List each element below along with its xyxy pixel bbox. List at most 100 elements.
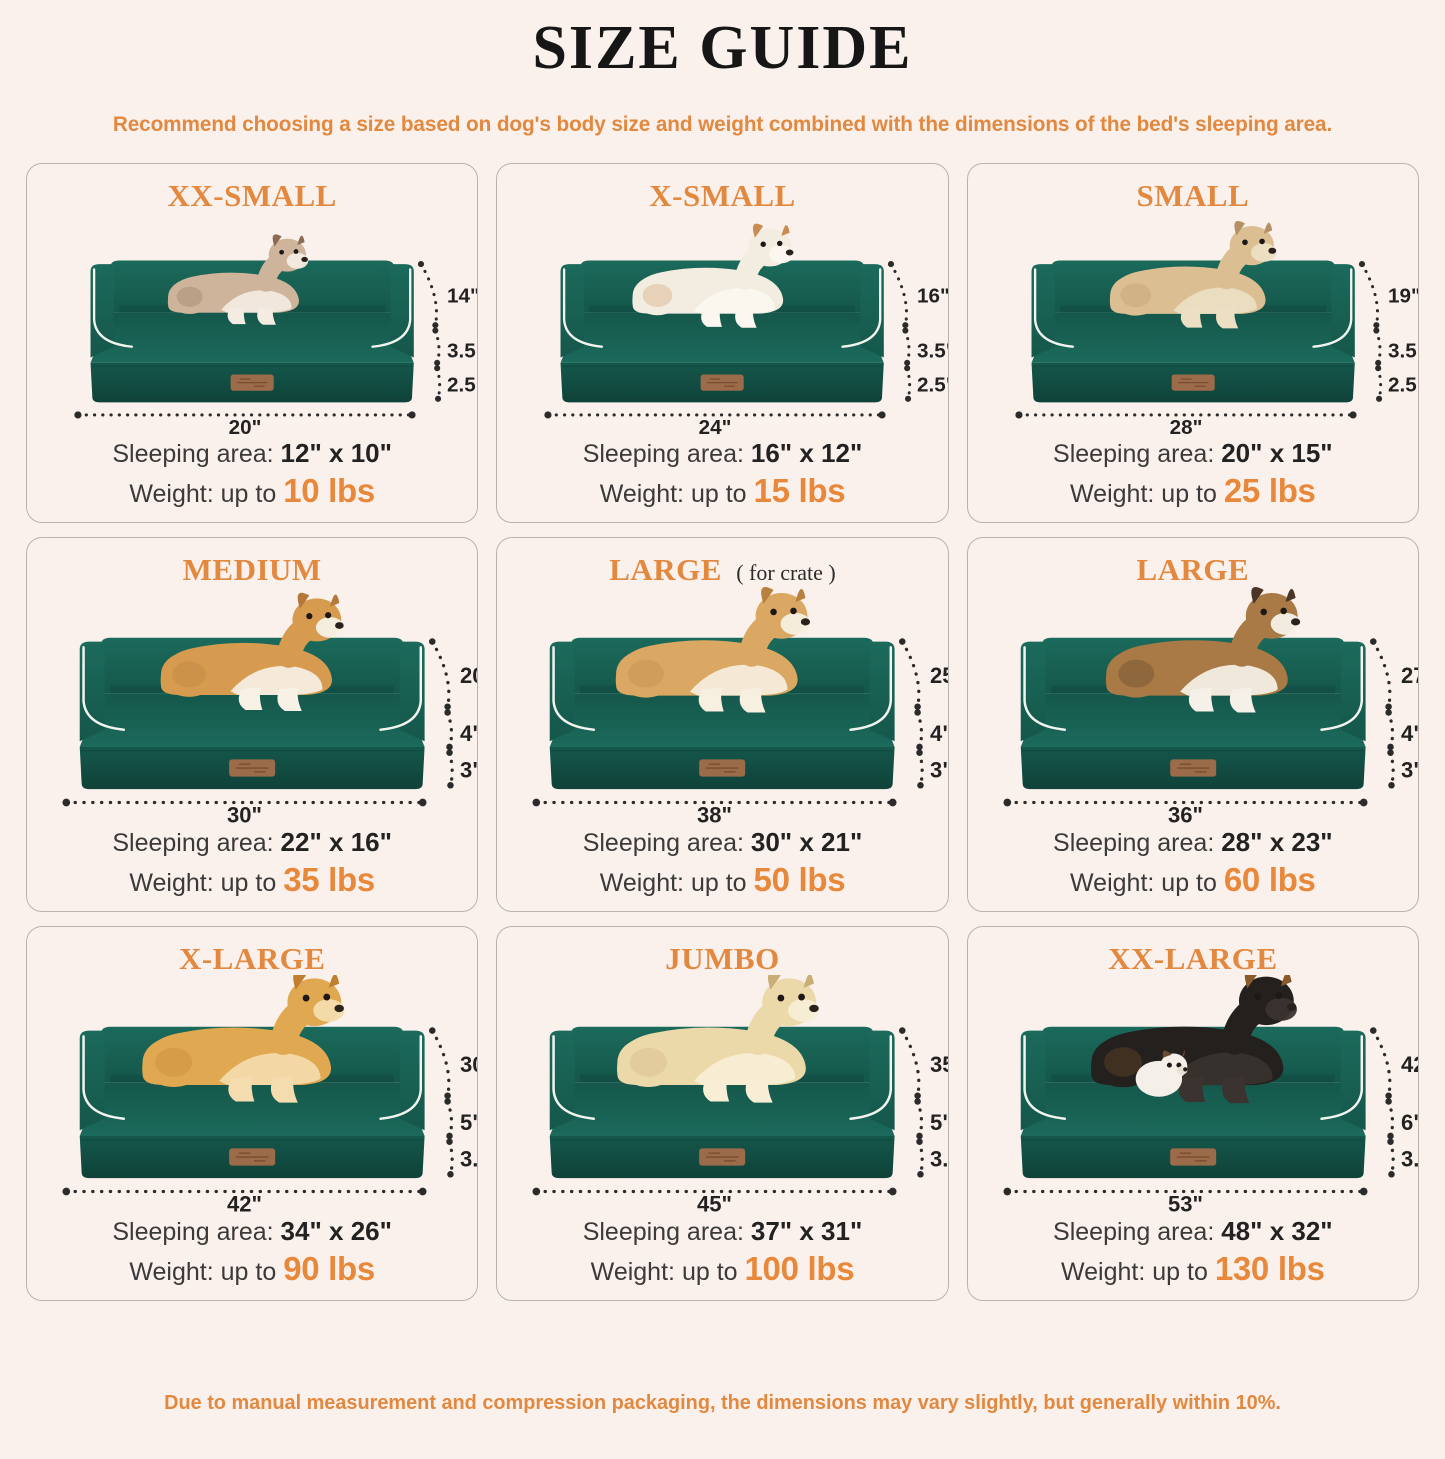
spec-weight: Weight: up to 35 lbs — [27, 859, 477, 901]
card-title: XX-SMALL — [167, 178, 336, 214]
weight-qualifier: up to — [220, 479, 277, 508]
spec-sleeping-area: Sleeping area: 16" x 12" — [497, 437, 947, 470]
size-card-medium[interactable]: MEDIUM — [26, 537, 479, 913]
sleeping-area-label: Sleeping area: — [112, 828, 274, 857]
piping-right — [379, 1035, 423, 1121]
card-title-text: LARGE — [609, 552, 722, 588]
spec-sleeping-area: Sleeping area: 48" x 32" — [968, 1215, 1418, 1248]
dimension-height-bolster — [432, 327, 441, 367]
bed-sleeping-deck — [550, 693, 895, 748]
pet-illustration — [616, 587, 811, 713]
sleeping-area-value: 34" x 26" — [280, 1215, 392, 1246]
card-title: XX-LARGE — [1108, 941, 1277, 977]
size-card-large-for-crate[interactable]: LARGE ( for crate ) — [496, 537, 949, 913]
dimension-height-total — [1358, 261, 1380, 329]
piping-left — [82, 1035, 126, 1121]
label-height-total: 30" — [460, 1052, 477, 1077]
bed-right-arm — [399, 641, 425, 742]
dimension-width — [532, 1187, 897, 1196]
dimension-height-total — [899, 638, 922, 711]
dimension-height-total — [899, 1027, 922, 1100]
bed-illustration: 14" 3.5" 2.5" 20" — [74, 234, 477, 437]
dimension-height-bolster — [914, 1098, 924, 1140]
pet-illustration — [1105, 587, 1301, 713]
brand-logo-tag — [1169, 759, 1216, 777]
sleeping-area-label: Sleeping area: — [112, 439, 274, 468]
weight-label: Weight: — [599, 479, 684, 508]
spec-weight: Weight: up to 100 lbs — [497, 1248, 947, 1290]
label-width: 53" — [1168, 1192, 1203, 1215]
bed-illustration: 19" 3.5" 2.5" 28" — [1015, 221, 1418, 437]
card-title: LARGE — [1136, 552, 1249, 588]
sleeping-area-label: Sleeping area: — [1053, 439, 1215, 468]
card-specs: Sleeping area: 30" x 21" Weight: up to 5… — [497, 826, 947, 912]
brand-logo-tag — [699, 1148, 746, 1166]
label-width: 20" — [229, 416, 262, 437]
bed-sleeping-deck — [1031, 312, 1355, 364]
piping-right — [1319, 1035, 1363, 1121]
label-width: 38" — [697, 803, 732, 826]
spec-sleeping-area: Sleeping area: 30" x 21" — [497, 826, 947, 859]
card-specs: Sleeping area: 16" x 12" Weight: up to 1… — [497, 437, 947, 523]
size-card-jumbo[interactable]: JUMBO — [496, 926, 949, 1302]
spec-weight: Weight: up to 60 lbs — [968, 859, 1418, 901]
label-height-total: 14" — [447, 285, 477, 308]
spec-weight: Weight: up to 10 lbs — [27, 470, 477, 512]
spec-weight: Weight: up to 50 lbs — [497, 859, 947, 901]
card-title-note: ( for crate ) — [736, 560, 836, 586]
dimension-height-bolster — [1385, 1098, 1394, 1140]
dimension-width — [544, 411, 886, 419]
bed-illustration: 30" 5" 3.5" 42" — [62, 975, 477, 1215]
spec-weight: Weight: up to 130 lbs — [968, 1248, 1418, 1290]
weight-qualifier: up to — [690, 479, 747, 508]
label-height-total: 19" — [1388, 285, 1418, 308]
dimension-height-base — [446, 1138, 454, 1178]
piping-right — [379, 646, 423, 732]
bed-illustration: 27" 4" 3" 36" — [1003, 587, 1418, 826]
sleeping-area-label: Sleeping area: — [582, 828, 744, 857]
card-specs: Sleeping area: 12" x 10" Weight: up to 1… — [27, 437, 477, 523]
card-title-text: X-SMALL — [649, 178, 796, 214]
bed-illustration: 25" 4" 3" 38" — [532, 587, 948, 826]
bed-right-arm — [1340, 641, 1366, 742]
dimension-height-bolster — [1372, 327, 1382, 367]
dimension-height-total — [1369, 638, 1392, 711]
size-card-small[interactable]: SMALL — [966, 163, 1419, 524]
size-card-large[interactable]: LARGE — [966, 537, 1419, 913]
card-illustration-area: 25" 4" 3" 38" — [497, 586, 948, 826]
weight-qualifier: up to — [1161, 868, 1217, 897]
piping-left — [92, 268, 133, 349]
weight-qualifier: up to — [220, 1257, 277, 1286]
dimension-height-bolster — [902, 327, 911, 367]
bed-right-arm — [1331, 264, 1355, 358]
bed-right-arm — [399, 1030, 425, 1131]
card-illustration-area: 42" 6" 3.5" 53" — [968, 975, 1418, 1215]
size-card-xx-small[interactable]: XX-SMALL — [26, 163, 479, 524]
card-illustration-area: 19" 3.5" 2.5" 28" — [968, 212, 1418, 437]
size-card-x-small[interactable]: X-SMALL — [496, 163, 949, 524]
size-card-xx-large[interactable]: XX-LARGE — [966, 926, 1419, 1302]
bed-right-arm — [1340, 1030, 1366, 1131]
label-width: 45" — [697, 1192, 732, 1215]
card-title: JUMBO — [665, 941, 779, 977]
bed-sleeping-deck — [79, 1082, 425, 1137]
weight-value: 50 lbs — [753, 860, 846, 898]
size-card-x-large[interactable]: X-LARGE — [26, 926, 479, 1302]
bed-illustration: 16" 3.5" 2.5" 24" — [544, 223, 948, 437]
pet-illustration — [1090, 975, 1297, 1104]
card-illustration-area: 27" 4" 3" 36" — [968, 586, 1418, 826]
spec-sleeping-area: Sleeping area: 34" x 26" — [27, 1215, 477, 1248]
bed-left-arm — [550, 641, 575, 742]
label-height-total: 35" — [930, 1052, 947, 1077]
spec-sleeping-area: Sleeping area: 12" x 10" — [27, 437, 477, 470]
dimension-height-base — [916, 749, 925, 789]
card-title-text: JUMBO — [665, 941, 780, 977]
card-title: SMALL — [1136, 178, 1249, 214]
label-height-base: 3.5" — [930, 1147, 947, 1172]
dimension-height-bolster — [444, 1098, 454, 1140]
piping-left — [552, 646, 596, 732]
sleeping-area-value: 37" x 31" — [750, 1215, 863, 1246]
piping-left — [552, 1035, 596, 1121]
piping-right — [1319, 646, 1363, 732]
weight-value: 60 lbs — [1223, 860, 1316, 898]
